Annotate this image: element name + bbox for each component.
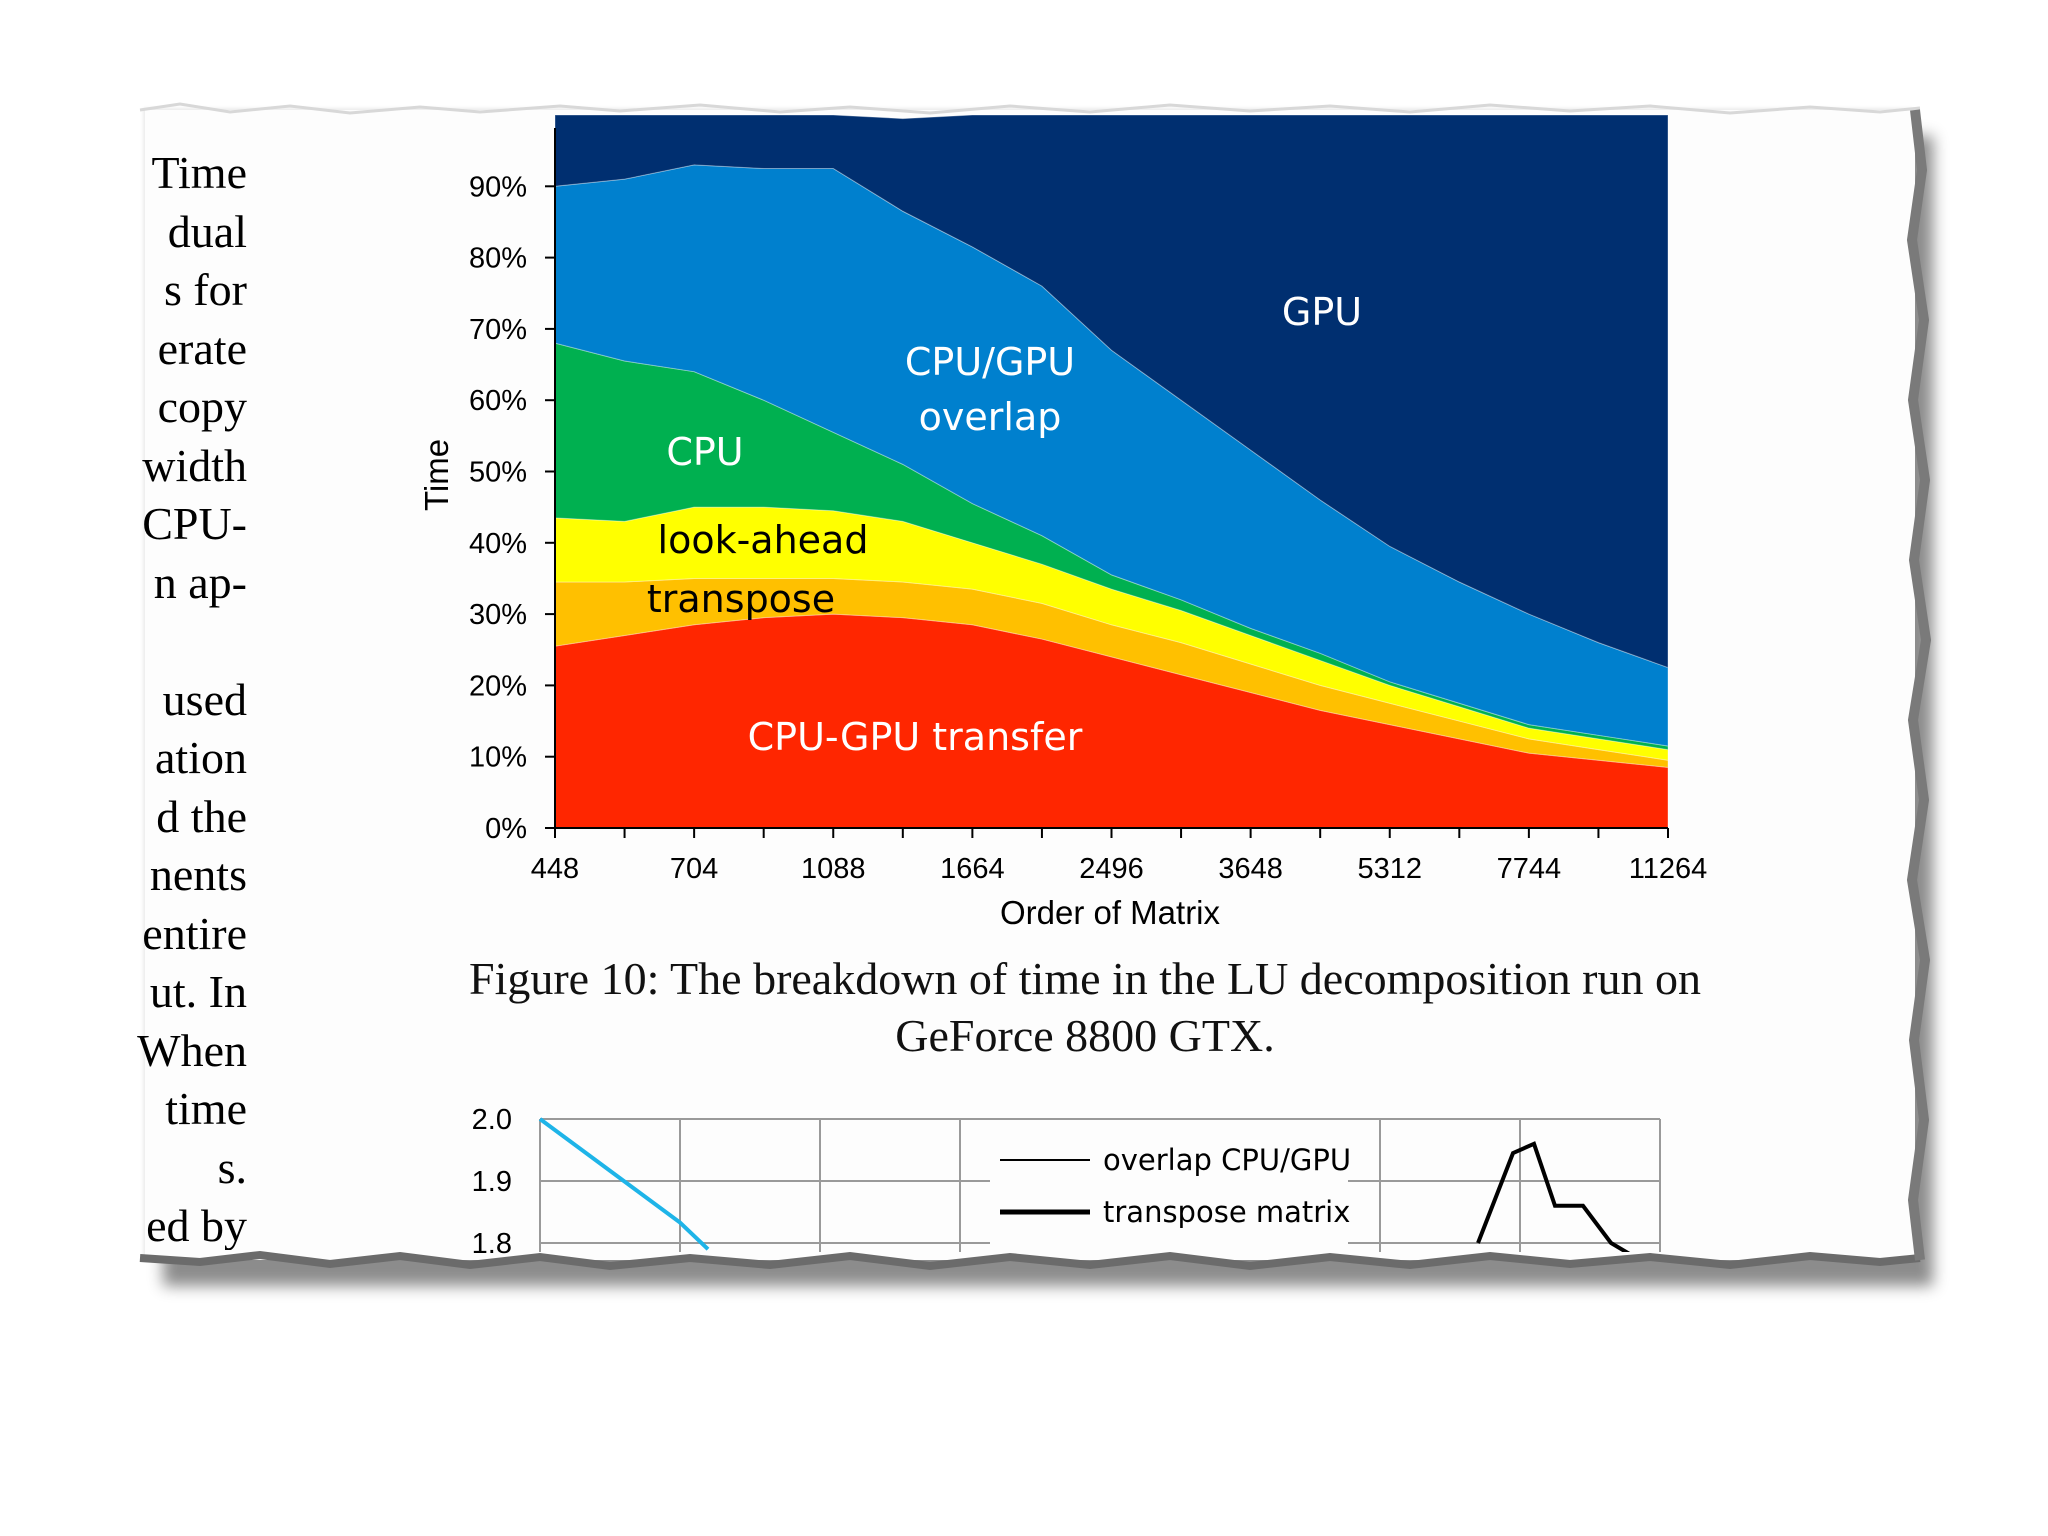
- side-text-line: used: [162, 673, 247, 725]
- y-tick-label: 60%: [469, 385, 527, 417]
- side-text-line: time: [165, 1083, 247, 1134]
- x-tick-label: 2496: [1079, 853, 1144, 885]
- side-text-line: CPU-: [142, 498, 247, 549]
- y-tick-label: 30%: [469, 599, 527, 631]
- legend-box: [990, 1120, 1348, 1252]
- second-chart-y-tick-label: 2.0: [472, 1104, 512, 1136]
- series-line-light-blue: [538, 1117, 710, 1251]
- x-tick-label: 5312: [1357, 853, 1422, 885]
- area-gpu: [554, 114, 1669, 669]
- side-text-line: When: [137, 1024, 247, 1076]
- side-text-line: Time: [151, 147, 247, 198]
- caption-line-1: Figure 10: The breakdown of time in the …: [469, 953, 1701, 1004]
- y-tick-label: 90%: [469, 171, 527, 203]
- side-column-text: Time dual s for erate copy width CPU-n ap-used…: [100, 110, 247, 1250]
- side-text-line: nents: [149, 849, 247, 900]
- legend-label-transpose: transpose matrix: [1103, 1195, 1350, 1229]
- y-axis-ticks: 0% 10% 20% 30% 40% 50% 60% 70% 80% 90%: [469, 171, 555, 845]
- series-line-transpose: [1476, 1141, 1631, 1252]
- y-tick-label: 10%: [469, 742, 527, 774]
- y-axis-title: Time: [418, 439, 455, 511]
- side-text-line: erate: [157, 322, 247, 374]
- x-tick-label: 7744: [1497, 853, 1562, 885]
- side-text-line: dual: [167, 205, 247, 257]
- side-text-line: ut. In: [149, 966, 247, 1017]
- lookahead-series-label: look-ahead: [658, 518, 869, 562]
- overlap-series-label-line1: CPU/GPU: [905, 340, 1075, 384]
- cpu-series-label: CPU: [666, 430, 743, 474]
- side-text-line: s for: [163, 264, 247, 315]
- y-tick-label: 70%: [469, 314, 527, 346]
- y-tick-label: 40%: [469, 528, 527, 560]
- y-tick-label: 20%: [469, 670, 527, 702]
- side-text-line: s.: [217, 1141, 247, 1193]
- overlap-series-label-line2: overlap: [919, 395, 1062, 439]
- side-text-line: entire: [142, 907, 247, 959]
- side-text-line: n ap-: [153, 556, 247, 608]
- figure-caption: Figure 10: The breakdown of time in the …: [350, 950, 1820, 1064]
- side-text-line: d the: [156, 790, 247, 842]
- second-chart-lines: [538, 1117, 1631, 1252]
- x-axis-title: Order of Matrix: [1000, 894, 1221, 931]
- second-chart-y-tick-label: 1.8: [472, 1228, 512, 1260]
- x-tick-label: 1664: [940, 853, 1005, 885]
- area-series-group: [554, 114, 1669, 829]
- caption-line-2: GeForce 8800 GTX.: [895, 1010, 1275, 1061]
- y-tick-label: 0%: [485, 813, 527, 845]
- second-chart-y-tick-label: 1.9: [472, 1166, 512, 1198]
- y-tick-label: 50%: [469, 457, 527, 489]
- x-axis-ticks: 448 704 1088 1664 2496 3648 5312 7744 11264: [531, 828, 1707, 885]
- second-chart-y-ticks: 2.0 1.9 1.8: [472, 1104, 512, 1260]
- side-text-line: width: [142, 439, 247, 491]
- side-text-line: copy: [157, 381, 247, 432]
- side-text-line: ed by: [146, 1200, 247, 1250]
- x-tick-label: 1088: [801, 853, 866, 885]
- x-tick-label: 448: [531, 853, 579, 885]
- transfer-series-label: CPU-GPU transfer: [748, 715, 1083, 759]
- x-tick-label: 704: [670, 853, 718, 885]
- legend-label-overlap: overlap CPU/GPU: [1103, 1143, 1351, 1177]
- x-tick-label: 3648: [1218, 853, 1283, 885]
- transpose-series-label: transpose: [647, 577, 835, 621]
- side-text-line: ation: [155, 732, 247, 783]
- y-tick-label: 80%: [469, 243, 527, 275]
- x-tick-label: 11264: [1629, 853, 1708, 885]
- gpu-series-label: GPU: [1282, 290, 1362, 334]
- second-chart-grid: [539, 1118, 1661, 1252]
